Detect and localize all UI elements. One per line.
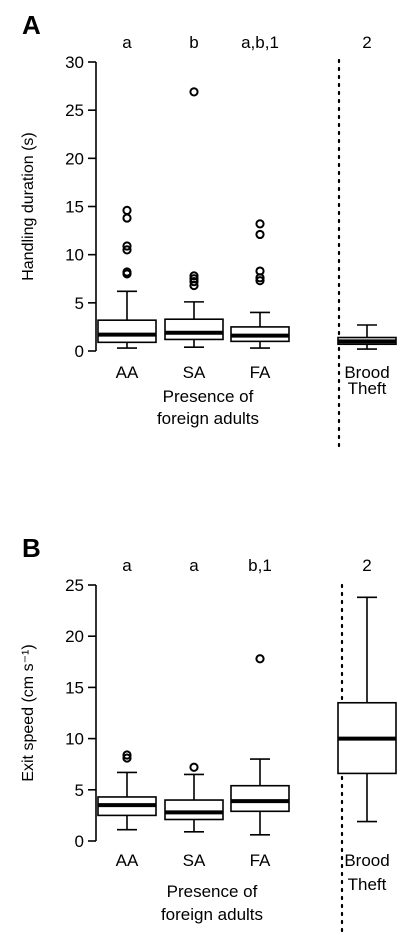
panel-a-y-tick-label: 25: [65, 101, 84, 120]
panel-b-significance-letter: 2: [362, 556, 371, 575]
panel-a-outlier-point: [122, 245, 132, 255]
panel-a-y-tick-label: 10: [65, 246, 84, 265]
panel-a-category-label: FA: [250, 363, 271, 382]
panel-a-label: A: [22, 10, 41, 40]
panel-b-outlier-point: [122, 753, 132, 763]
panel-b-y-tick-label: 15: [65, 678, 84, 697]
panel-b-category-label: Theft: [348, 875, 387, 894]
panel-b-y-tick-label: 25: [65, 576, 84, 595]
panel-a-y-tick-label: 20: [65, 149, 84, 168]
panel-a-category-label: Brood: [344, 363, 389, 382]
panel-a-outlier-point: [122, 267, 132, 277]
panel-b-y-tick-label: 20: [65, 627, 84, 646]
panel-a-outlier-point: [255, 276, 265, 286]
panel-a-x-axis-title: foreign adults: [157, 409, 259, 428]
panel-b-box: [164, 799, 224, 821]
panel-b-y-tick-label: 0: [75, 832, 84, 851]
panel-a-outlier-point: [189, 87, 199, 97]
panel-a-outlier-point: [122, 205, 132, 215]
panel-a-outlier-point: [122, 213, 132, 223]
panel-a-significance-letter: b: [189, 33, 198, 52]
panel-a-x-axis-title: Presence of: [163, 387, 254, 406]
panel-b-x-axis-title: foreign adults: [161, 905, 263, 924]
panel-a-outlier-point: [189, 274, 199, 284]
panel-a-outlier-point: [255, 266, 265, 276]
panel-b-y-tick-label: 5: [75, 781, 84, 800]
panel-a-significance-letter: a,b,1: [241, 33, 279, 52]
panel-b-significance-letter: a: [122, 556, 132, 575]
panel-b-significance-letter: a: [189, 556, 199, 575]
panel-a-y-tick-label: 0: [75, 342, 84, 361]
panel-b-outlier-point: [255, 654, 265, 664]
panel-b-category-label: Brood: [344, 851, 389, 870]
panel-b-category-label: SA: [183, 851, 206, 870]
panel-b-category-label: FA: [250, 851, 271, 870]
panel-b-significance-letter: b,1: [248, 556, 272, 575]
panel-b-outlier-point: [189, 762, 199, 772]
panel-a-significance-letter: a: [122, 33, 132, 52]
panel-a-category-label: AA: [116, 363, 139, 382]
panel-a-outlier-point: [255, 229, 265, 240]
panel-b-label: B: [22, 533, 41, 563]
panel-b-outlier-point: [122, 750, 132, 760]
panel-a-box: [164, 318, 224, 341]
panel-a-outlier-point: [122, 241, 132, 251]
panel-a-outlier-point: [255, 219, 265, 229]
panel-a-y-axis-title: Handling duration (s): [20, 132, 37, 281]
panel-a-category-label: SA: [183, 363, 206, 382]
panel-b-y-axis-title: Exit speed (cm s⁻¹): [20, 644, 37, 781]
panel-a-outlier-point: [189, 277, 199, 287]
panel-b-y-tick-label: 10: [65, 730, 84, 749]
panel-a-y-tick-label: 30: [65, 53, 84, 72]
panel-b-x-axis-title: Presence of: [167, 882, 258, 901]
panel-a-significance-letter: 2: [362, 33, 371, 52]
panel-a-outlier-point: [189, 271, 199, 281]
panel-a-box: [97, 319, 157, 344]
panel-a-y-tick-label: 15: [65, 198, 84, 217]
panel-a-y-tick-label: 5: [75, 294, 84, 313]
panel-b-category-label: AA: [116, 851, 139, 870]
panel-b-box: [230, 784, 290, 813]
panel-a-category-label: Theft: [348, 379, 387, 398]
